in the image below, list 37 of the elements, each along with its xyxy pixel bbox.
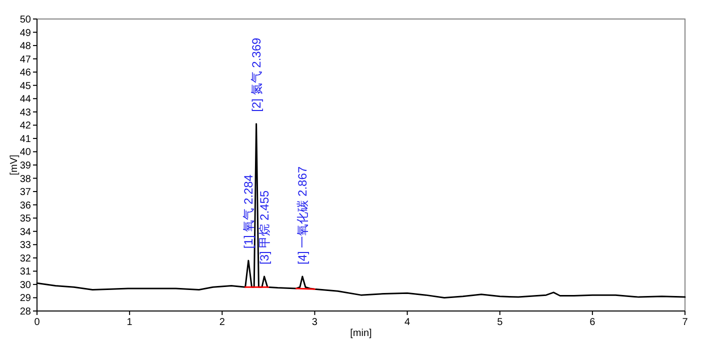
x-tick-label: 6 xyxy=(590,317,596,328)
x-tick-label: 7 xyxy=(682,317,688,328)
y-tick-label: 38 xyxy=(20,174,32,185)
y-tick-label: 46 xyxy=(20,68,32,79)
y-axis-title: [mV] xyxy=(9,154,20,176)
y-tick-label: 30 xyxy=(20,280,32,291)
y-tick-label: 39 xyxy=(20,160,32,172)
y-tick-label: 34 xyxy=(20,226,32,238)
x-tick-label: 4 xyxy=(404,317,411,328)
y-tick-label: 47 xyxy=(20,54,32,66)
x-tick-label: 5 xyxy=(497,317,504,328)
x-tick-label: 3 xyxy=(312,317,318,328)
y-tick-label: 45 xyxy=(20,80,32,92)
y-tick-label: 31 xyxy=(20,266,32,278)
y-tick-label: 44 xyxy=(20,94,32,106)
annotation: [3] 甲烷 2.455 xyxy=(257,190,272,264)
annotation: [2] 氮气 2.369 xyxy=(249,37,264,112)
y-tick-label: 43 xyxy=(20,107,32,118)
y-tick-label: 36 xyxy=(20,200,32,212)
y-tick-label: 37 xyxy=(20,187,32,198)
x-axis-title: [min] xyxy=(350,328,372,339)
x-tick-label: 0 xyxy=(34,317,40,328)
y-tick-label: 49 xyxy=(20,28,32,39)
y-tick-label: 41 xyxy=(20,134,32,145)
y-tick-label: 40 xyxy=(20,147,32,158)
annotation: [4] 一氧化碳 2.867 xyxy=(295,166,310,264)
y-tick-label: 29 xyxy=(20,293,32,304)
y-tick-label: 28 xyxy=(20,306,32,318)
y-tick-label: 35 xyxy=(20,214,32,225)
y-tick-label: 50 xyxy=(20,14,32,26)
y-tick-label: 32 xyxy=(20,253,32,264)
y-tick-label: 48 xyxy=(20,41,32,52)
annotation: [1] 氧气 2.284 xyxy=(241,174,256,249)
y-tick-label: 42 xyxy=(20,120,32,132)
y-tick-label: 33 xyxy=(20,240,32,252)
x-tick-label: 1 xyxy=(126,317,133,328)
x-tick-label: 2 xyxy=(219,317,226,328)
